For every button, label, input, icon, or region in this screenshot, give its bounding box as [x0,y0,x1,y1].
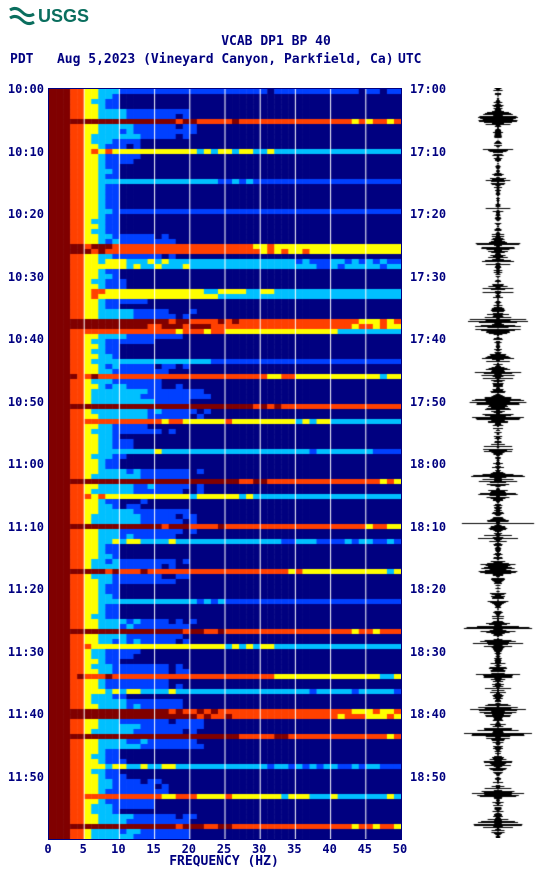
ytick-right: 17:10 [410,145,446,159]
ytick-left: 10:50 [8,395,44,409]
waveform-canvas [454,88,542,838]
ytick-right: 18:10 [410,520,446,534]
ytick-left: 10:40 [8,332,44,346]
spectrogram-canvas [49,89,401,839]
ytick-left: 10:10 [8,145,44,159]
chart-title: VCAB DP1 BP 40 [0,34,552,49]
ytick-right: 17:40 [410,332,446,346]
ytick-left: 10:00 [8,82,44,96]
ytick-left: 11:00 [8,457,44,471]
ytick-left: 10:20 [8,207,44,221]
usgs-logo: USGS [8,4,98,28]
ytick-right: 18:20 [410,582,446,596]
ytick-left: 10:30 [8,270,44,284]
x-axis-label: FREQUENCY (HZ) [48,854,400,869]
ytick-left: 11:30 [8,645,44,659]
tz-left: PDT [10,52,33,67]
ytick-right: 17:30 [410,270,446,284]
tz-right: UTC [398,52,421,67]
chart-subtitle: PDT Aug 5,2023 (Vineyard Canyon, Parkfie… [10,52,394,67]
ytick-right: 18:50 [410,770,446,784]
ytick-left: 11:50 [8,770,44,784]
location-text: (Vineyard Canyon, Parkfield, Ca) [143,52,393,67]
ytick-left: 11:40 [8,707,44,721]
waveform-plot [454,88,542,838]
spectrogram-plot [48,88,402,840]
y-axis-left: 10:0010:1010:2010:3010:4010:5011:0011:10… [0,88,46,838]
ytick-right: 18:00 [410,457,446,471]
ytick-right: 18:30 [410,645,446,659]
ytick-right: 17:00 [410,82,446,96]
ytick-left: 11:10 [8,520,44,534]
ytick-left: 11:20 [8,582,44,596]
ytick-right: 18:40 [410,707,446,721]
date-text: Aug 5,2023 [57,52,135,67]
svg-text:USGS: USGS [38,6,89,26]
ytick-right: 17:20 [410,207,446,221]
ytick-right: 17:50 [410,395,446,409]
usgs-logo-svg: USGS [8,4,98,28]
y-axis-right: 17:0017:1017:2017:3017:4017:5018:0018:10… [402,88,448,838]
